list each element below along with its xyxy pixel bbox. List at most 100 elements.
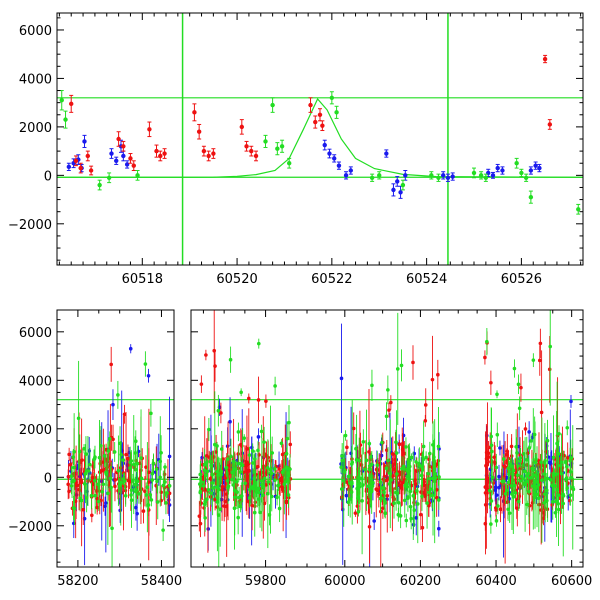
bottom-data-point <box>424 451 428 464</box>
top-x-tick-label: 60522 <box>311 272 352 287</box>
data-marker <box>414 460 418 464</box>
top-model-curve <box>57 97 583 178</box>
data-marker <box>128 460 133 465</box>
data-marker <box>381 485 386 490</box>
data-marker <box>495 165 500 171</box>
top-data-point <box>69 94 74 113</box>
bottom-data-point <box>256 470 261 506</box>
data-marker <box>429 173 434 178</box>
bottom-data-point <box>151 453 156 474</box>
bottom-data-point <box>84 436 88 472</box>
data-marker <box>402 464 406 469</box>
top-data-point <box>253 150 259 162</box>
bottom-x-tick-label: 60000 <box>324 574 365 589</box>
data-marker <box>501 457 506 461</box>
bottom-data-point <box>216 456 221 567</box>
data-marker <box>568 455 573 460</box>
bottom-data-point <box>430 335 435 424</box>
bottom-data-point <box>538 328 543 359</box>
data-marker <box>211 486 215 490</box>
bottom-data-point <box>149 399 153 427</box>
data-marker <box>551 455 556 460</box>
bottom-data-point <box>523 422 528 436</box>
data-marker <box>364 458 369 463</box>
bottom-y-tick-label: 6000 <box>19 326 52 341</box>
data-marker <box>143 362 148 366</box>
top-data-point <box>147 121 152 138</box>
data-marker <box>392 467 396 471</box>
bottom-data-point <box>285 421 289 456</box>
bottom-data-point <box>367 439 372 448</box>
bottom-data-point <box>545 435 550 522</box>
bottom-data-point <box>356 506 361 517</box>
data-marker <box>146 373 151 378</box>
data-marker <box>436 444 441 449</box>
data-marker <box>161 528 165 532</box>
bottom-data-point <box>548 310 553 406</box>
data-marker <box>239 124 245 130</box>
bottom-right-plot-frame <box>190 309 584 568</box>
bottom-data-point <box>143 351 148 377</box>
data-marker <box>339 487 344 491</box>
bottom-data-point <box>527 421 531 443</box>
top-data-point <box>576 203 581 215</box>
bottom-data-point <box>524 471 529 492</box>
data-marker <box>409 455 414 460</box>
data-marker <box>206 153 211 159</box>
bottom-data-point <box>489 490 494 512</box>
bottom-season-2-series-2 <box>339 312 441 555</box>
bottom-data-point <box>203 503 207 532</box>
data-marker <box>511 468 516 473</box>
data-marker <box>415 489 419 493</box>
data-marker <box>492 455 497 459</box>
top-data-point <box>533 161 538 170</box>
bottom-data-point <box>243 473 247 494</box>
bottom-data-point <box>146 368 151 383</box>
data-marker <box>74 483 78 487</box>
data-marker <box>154 148 159 154</box>
bottom-data-point <box>518 468 522 494</box>
bottom-data-point <box>512 359 517 378</box>
bottom-data-point <box>251 451 255 475</box>
top-series-2 <box>59 90 581 215</box>
bottom-data-point <box>392 454 396 485</box>
bottom-data-point <box>252 488 257 537</box>
bottom-data-point <box>167 480 172 491</box>
data-marker <box>483 355 487 360</box>
data-marker <box>205 497 209 501</box>
data-marker <box>232 506 237 511</box>
bottom-data-point <box>417 458 421 470</box>
bottom-data-point <box>111 389 115 421</box>
bottom-data-point <box>351 412 356 445</box>
bottom-data-point <box>93 477 97 514</box>
top-data-point <box>327 148 332 159</box>
bottom-data-point <box>556 440 561 468</box>
top-data-point <box>483 173 489 182</box>
data-marker <box>144 465 148 469</box>
bottom-data-point <box>279 439 284 448</box>
top-data-point <box>528 166 534 175</box>
data-marker <box>259 429 264 434</box>
bottom-data-point <box>246 393 251 404</box>
top-data-point <box>329 91 335 105</box>
top-data-point <box>162 148 167 159</box>
bottom-data-point <box>503 483 508 504</box>
data-marker <box>158 153 163 159</box>
top-data-point <box>523 173 529 182</box>
data-marker <box>212 348 217 353</box>
data-marker <box>563 460 568 465</box>
data-marker <box>537 165 542 171</box>
bottom-data-point <box>78 484 82 512</box>
bottom-data-point <box>236 422 241 442</box>
data-marker <box>67 489 71 494</box>
data-marker <box>155 500 160 504</box>
bottom-data-point <box>208 481 213 505</box>
data-marker <box>203 487 208 492</box>
data-marker <box>111 402 115 407</box>
bottom-data-point <box>348 473 352 494</box>
bottom-data-point <box>509 449 514 483</box>
data-marker <box>540 478 544 482</box>
bottom-data-point <box>253 460 258 508</box>
data-marker <box>545 476 550 481</box>
data-marker <box>527 489 531 494</box>
